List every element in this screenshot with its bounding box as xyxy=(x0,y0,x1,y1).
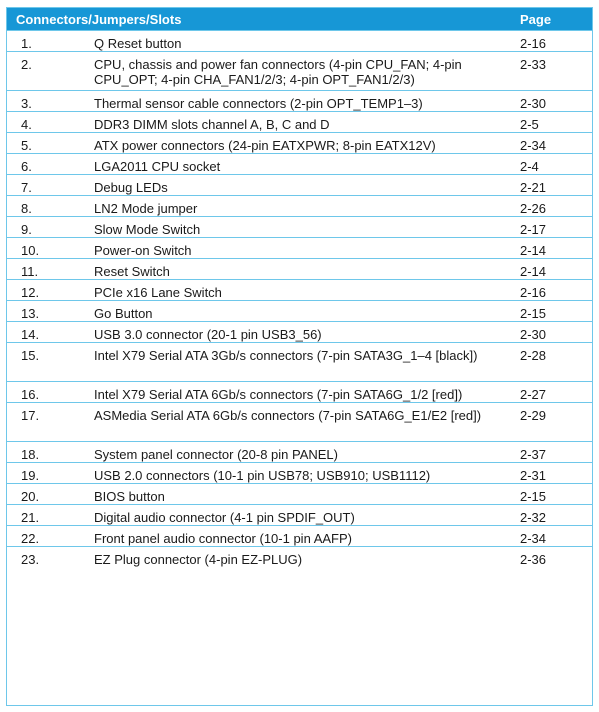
header-connectors: Connectors/Jumpers/Slots xyxy=(7,8,507,31)
table-row: 7. Debug LEDs 2-21 xyxy=(7,174,592,196)
row-description: CPU, chassis and power fan connectors (4… xyxy=(79,51,507,91)
row-number: 15. xyxy=(7,342,79,382)
row-description: Thermal sensor cable connectors (2-pin O… xyxy=(79,90,507,112)
table-row: 16. Intel X79 Serial ATA 6Gb/s connectors… xyxy=(7,381,592,403)
row-page: 2-14 xyxy=(507,237,592,259)
table-row: 11. Reset Switch 2-14 xyxy=(7,258,592,280)
table-row: 19. USB 2.0 connectors (10-1 pin USB78; U… xyxy=(7,462,592,484)
row-description: BIOS button xyxy=(79,483,507,505)
connectors-table: Connectors/Jumpers/Slots Page 1. Q Reset … xyxy=(6,7,593,706)
row-page: 2-15 xyxy=(507,300,592,322)
table-row: 3. Thermal sensor cable connectors (2-pin… xyxy=(7,90,592,112)
row-page: 2-26 xyxy=(507,195,592,217)
table-row: 17. ASMedia Serial ATA 6Gb/s connectors (… xyxy=(7,402,592,442)
row-number: 1. xyxy=(7,30,79,52)
row-page: 2-33 xyxy=(507,51,592,91)
row-description: Slow Mode Switch xyxy=(79,216,507,238)
row-number: 8. xyxy=(7,195,79,217)
table-row: 20. BIOS button 2-15 xyxy=(7,483,592,505)
row-page: 2-16 xyxy=(507,30,592,52)
table-row: 6. LGA2011 CPU socket 2-4 xyxy=(7,153,592,175)
row-page: 2-37 xyxy=(507,441,592,463)
row-page: 2-30 xyxy=(507,90,592,112)
table-row: 15. Intel X79 Serial ATA 3Gb/s connectors… xyxy=(7,342,592,382)
row-page: 2-21 xyxy=(507,174,592,196)
connectors-table-grid: Connectors/Jumpers/Slots Page 1. Q Reset … xyxy=(7,8,592,568)
table-row: 1. Q Reset button 2-16 xyxy=(7,30,592,52)
table-row: 14. USB 3.0 connector (20-1 pin USB3_56) 2… xyxy=(7,321,592,343)
row-description: USB 3.0 connector (20-1 pin USB3_56) xyxy=(79,321,507,343)
row-number: 18. xyxy=(7,441,79,463)
row-page: 2-4 xyxy=(507,153,592,175)
table-row: 8. LN2 Mode jumper 2-26 xyxy=(7,195,592,217)
row-description: Intel X79 Serial ATA 6Gb/s connectors (7… xyxy=(79,381,507,403)
row-page: 2-36 xyxy=(520,552,547,567)
row-number: 17. xyxy=(7,402,79,442)
row-page: 2-30 xyxy=(507,321,592,343)
row-page: 2-16 xyxy=(507,279,592,301)
row-description: LGA2011 CPU socket xyxy=(79,153,507,175)
row-description: Reset Switch xyxy=(79,258,507,280)
row-page: 2-5 xyxy=(507,111,592,133)
row-description: EZ Plug connector (4-pin EZ-PLUG) xyxy=(94,552,303,567)
table-row: 10. Power-on Switch 2-14 xyxy=(7,237,592,259)
row-page: 2-31 xyxy=(507,462,592,484)
table-row: 23. EZ Plug connector (4-pin EZ-PLUG) 2-36 xyxy=(7,547,592,568)
row-description: Q Reset button xyxy=(79,30,507,52)
row-number: 14. xyxy=(7,321,79,343)
row-page: 2-28 xyxy=(507,342,592,382)
row-number: 23. xyxy=(21,552,40,567)
row-description: ATX power connectors (24-pin EATXPWR; 8-… xyxy=(79,132,507,154)
row-number: 22. xyxy=(7,525,79,547)
row-description: PCIe x16 Lane Switch xyxy=(79,279,507,301)
table-row: 13. Go Button 2-15 xyxy=(7,300,592,322)
row-page: 2-17 xyxy=(507,216,592,238)
row-number: 19. xyxy=(7,462,79,484)
row-page: 2-27 xyxy=(507,381,592,403)
row-number: 13. xyxy=(7,300,79,322)
row-page: 2-14 xyxy=(507,258,592,280)
row-number: 10. xyxy=(7,237,79,259)
row-number: 5. xyxy=(7,132,79,154)
row-description: Digital audio connector (4-1 pin SPDIF_O… xyxy=(79,504,507,526)
table-row: 5. ATX power connectors (24-pin EATXPWR; … xyxy=(7,132,592,154)
row-description: Intel X79 Serial ATA 3Gb/s connectors (7… xyxy=(79,342,507,382)
row-description: Power-on Switch xyxy=(79,237,507,259)
table-row: 22. Front panel audio connector (10-1 pin… xyxy=(7,525,592,547)
row-description: ASMedia Serial ATA 6Gb/s connectors (7-p… xyxy=(79,402,507,442)
row-page: 2-34 xyxy=(507,525,592,547)
row-number: 9. xyxy=(7,216,79,238)
table-row: 21. Digital audio connector (4-1 pin SPDI… xyxy=(7,504,592,526)
table-row: 12. PCIe x16 Lane Switch 2-16 xyxy=(7,279,592,301)
row-number: 11. xyxy=(7,258,79,280)
row-page: 2-32 xyxy=(507,504,592,526)
row-number: 16. xyxy=(7,381,79,403)
row-number: 3. xyxy=(7,90,79,112)
table-header-row: Connectors/Jumpers/Slots Page xyxy=(7,8,592,31)
row-page: 2-34 xyxy=(507,132,592,154)
row-number: 7. xyxy=(7,174,79,196)
row-number: 4. xyxy=(7,111,79,133)
row-page: 2-15 xyxy=(507,483,592,505)
row-description: Front panel audio connector (10-1 pin AA… xyxy=(79,525,507,547)
row-description: System panel connector (20-8 pin PANEL) xyxy=(79,441,507,463)
row-number: 21. xyxy=(7,504,79,526)
table-body: 1. Q Reset button 2-16 2. CPU, chassis and p… xyxy=(7,30,592,568)
row-number: 2. xyxy=(7,51,79,91)
table-row: 2. CPU, chassis and power fan connectors … xyxy=(7,51,592,91)
row-description: LN2 Mode jumper xyxy=(79,195,507,217)
header-page: Page xyxy=(507,8,592,31)
row-number: 12. xyxy=(7,279,79,301)
row-description: USB 2.0 connectors (10-1 pin USB78; USB9… xyxy=(79,462,507,484)
row-description: Go Button xyxy=(79,300,507,322)
table-row: 9. Slow Mode Switch 2-17 xyxy=(7,216,592,238)
row-page: 2-29 xyxy=(507,402,592,442)
row-description: DDR3 DIMM slots channel A, B, C and D xyxy=(79,111,507,133)
table-row: 18. System panel connector (20-8 pin PANE… xyxy=(7,441,592,463)
row-number: 6. xyxy=(7,153,79,175)
row-description: Debug LEDs xyxy=(79,174,507,196)
row-number: 20. xyxy=(7,483,79,505)
